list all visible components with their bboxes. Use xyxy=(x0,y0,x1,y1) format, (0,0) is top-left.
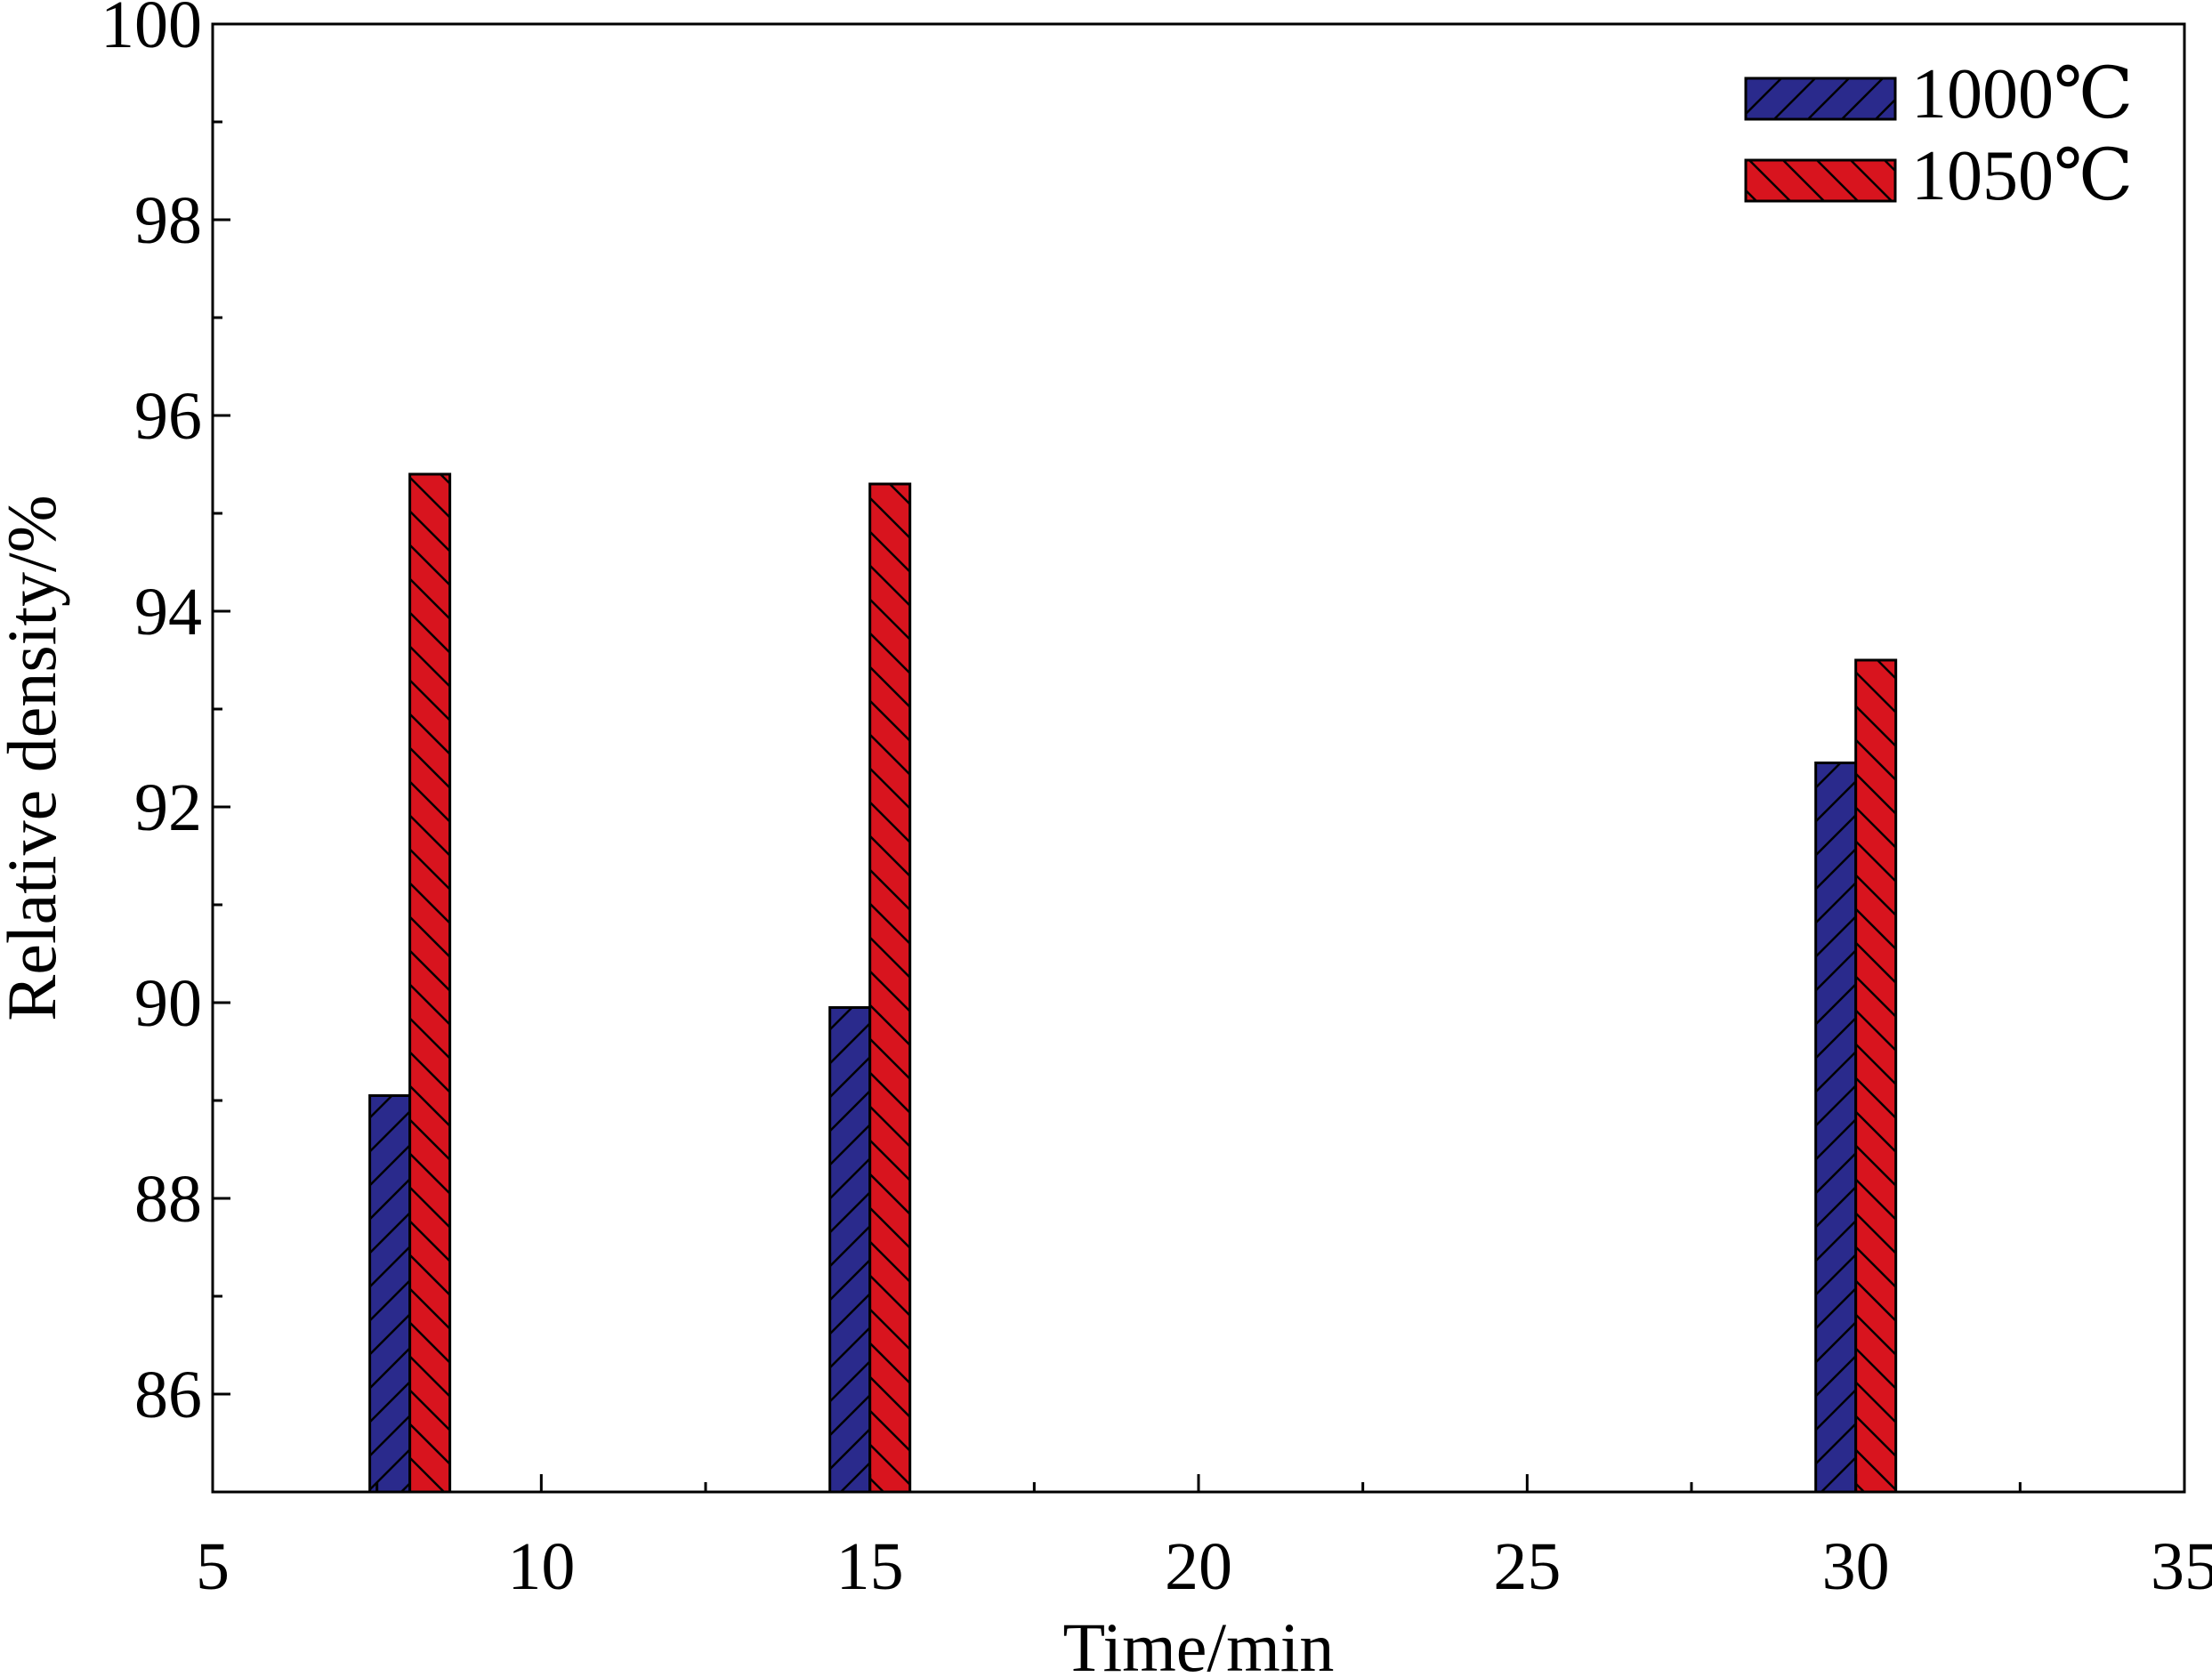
x-tick-label: 10 xyxy=(507,1529,575,1604)
y-tick-label: 100 xyxy=(101,0,202,62)
bar-1000C xyxy=(368,1094,412,1494)
x-axis: 5 10 15 20 25 30 35 xyxy=(196,1474,2212,1604)
y-tick-label: 92 xyxy=(134,770,202,845)
y-tick-label: 88 xyxy=(134,1162,202,1237)
bar-1050C xyxy=(1854,658,1898,1494)
x-tick-label: 30 xyxy=(1822,1529,1890,1604)
x-tick-label: 5 xyxy=(196,1529,230,1604)
legend-item: 1000℃ xyxy=(1744,55,2134,133)
x-tick-label: 15 xyxy=(836,1529,904,1604)
x-tick-label: 20 xyxy=(1165,1529,1232,1604)
y-tick-label: 86 xyxy=(134,1358,202,1432)
bars-layer xyxy=(368,472,1898,1494)
legend-item: 1050℃ xyxy=(1744,137,2134,215)
y-tick-label: 94 xyxy=(134,575,202,649)
x-tick-label: 35 xyxy=(2151,1529,2212,1604)
bar-1000C xyxy=(1814,762,1858,1494)
x-tick-label: 25 xyxy=(1493,1529,1561,1604)
bar-1000C xyxy=(828,1006,872,1494)
x-axis-label: Time/min xyxy=(1063,1608,1335,1677)
y-axis-label: Relative density/% xyxy=(0,495,70,1020)
bar-1050C xyxy=(868,482,912,1494)
legend-label: 1050℃ xyxy=(1911,137,2134,215)
y-tick-label: 98 xyxy=(134,183,202,258)
legend-label: 1000℃ xyxy=(1911,55,2134,133)
y-axis: 86 88 90 92 94 96 98 100 xyxy=(101,0,230,1494)
bar-1050C xyxy=(408,472,452,1494)
y-tick-label: 96 xyxy=(134,379,202,454)
y-tick-label: 90 xyxy=(134,966,202,1041)
